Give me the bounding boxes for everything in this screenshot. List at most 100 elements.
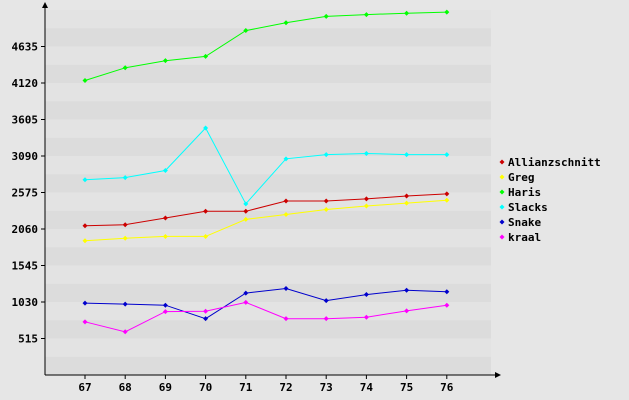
grid-band <box>45 229 491 248</box>
y-tick-label: 1545 <box>12 260 39 273</box>
data-point <box>283 316 289 322</box>
grid-band <box>45 156 491 175</box>
series-kraal <box>82 299 450 335</box>
x-tick-label: 76 <box>440 381 454 394</box>
legend-label: Haris <box>508 186 541 199</box>
series-line <box>84 287 447 320</box>
x-tick-label: 75 <box>400 381 413 394</box>
grid-band <box>45 356 491 375</box>
x-axis-arrow <box>495 372 501 378</box>
legend: Allianzschnitt Greg Haris Slacks Snake kraal <box>499 156 601 244</box>
grid-band <box>45 210 491 229</box>
legend-marker <box>499 204 505 210</box>
data-point <box>82 319 88 325</box>
series-line <box>84 301 447 333</box>
grid-band <box>45 64 491 83</box>
series-snake <box>82 286 450 322</box>
data-point <box>122 65 128 71</box>
data-point <box>444 9 450 15</box>
data-point <box>323 298 329 304</box>
data-point <box>243 208 249 214</box>
data-point <box>243 28 249 34</box>
data-point <box>162 168 168 174</box>
grid-band <box>45 320 491 339</box>
legend-marker <box>499 159 505 165</box>
legend-marker <box>499 189 505 195</box>
data-point <box>82 78 88 84</box>
data-point <box>122 175 128 181</box>
series-line <box>84 127 447 205</box>
x-tick-label: 68 <box>119 381 132 394</box>
y-tick-label: 2575 <box>12 187 39 200</box>
data-point <box>203 316 209 322</box>
legend-item: Haris <box>499 186 541 199</box>
grid-band <box>45 338 491 357</box>
grid-band <box>45 247 491 266</box>
data-point <box>363 12 369 18</box>
y-axis: 515 1030 1545 2060 2575 3090 3605 4120 4635 <box>12 2 48 375</box>
data-point <box>363 151 369 157</box>
data-point <box>203 308 209 314</box>
grid-band <box>45 174 491 193</box>
legend-marker <box>499 234 505 240</box>
y-tick-label: 1030 <box>12 296 39 309</box>
data-point <box>404 152 410 158</box>
legend-item: Snake <box>499 216 541 229</box>
data-point <box>283 211 289 217</box>
data-point <box>404 308 410 314</box>
grid-band <box>45 119 491 138</box>
data-point <box>404 287 410 293</box>
grid-band <box>45 137 491 156</box>
data-point <box>82 238 88 244</box>
x-tick-label: 73 <box>320 381 333 394</box>
legend-item: Greg <box>499 171 535 184</box>
grid-bands <box>45 10 491 375</box>
data-point <box>404 200 410 206</box>
data-point <box>203 208 209 214</box>
y-tick-label: 4120 <box>12 77 39 90</box>
series-line <box>84 11 447 81</box>
data-point <box>162 309 168 315</box>
series-lines <box>82 9 450 335</box>
x-axis: 67 68 69 70 71 72 73 74 75 76 <box>45 372 501 394</box>
data-point <box>323 316 329 322</box>
data-point <box>243 290 249 296</box>
data-point <box>122 329 128 335</box>
legend-label: kraal <box>508 231 541 244</box>
data-point <box>444 289 450 295</box>
data-point <box>162 58 168 64</box>
series-line <box>84 193 447 227</box>
legend-label: Greg <box>508 171 535 184</box>
x-tick-label: 71 <box>239 381 253 394</box>
data-point <box>404 193 410 199</box>
x-tick-label: 67 <box>78 381 91 394</box>
series-greg <box>82 197 450 244</box>
legend-item: Allianzschnitt <box>499 156 601 169</box>
data-point <box>444 191 450 197</box>
y-tick-label: 3090 <box>12 150 39 163</box>
data-point <box>404 10 410 16</box>
data-point <box>444 152 450 158</box>
data-point <box>283 20 289 26</box>
legend-item: Slacks <box>499 201 548 214</box>
data-point <box>162 233 168 239</box>
data-point <box>283 156 289 162</box>
data-point <box>243 299 249 305</box>
x-tick-label: 70 <box>199 381 212 394</box>
x-tick-label: 69 <box>159 381 172 394</box>
data-point <box>323 13 329 19</box>
legend-label: Slacks <box>508 201 548 214</box>
data-point <box>444 302 450 308</box>
data-point <box>323 152 329 158</box>
data-point <box>283 286 289 292</box>
x-tick-label: 72 <box>279 381 292 394</box>
data-point <box>203 53 209 59</box>
series-allianzschnitt <box>82 191 450 229</box>
grid-band <box>45 101 491 120</box>
data-point <box>444 197 450 203</box>
data-point <box>363 203 369 209</box>
series-slacks <box>82 125 450 207</box>
data-point <box>82 177 88 183</box>
data-point <box>243 216 249 222</box>
